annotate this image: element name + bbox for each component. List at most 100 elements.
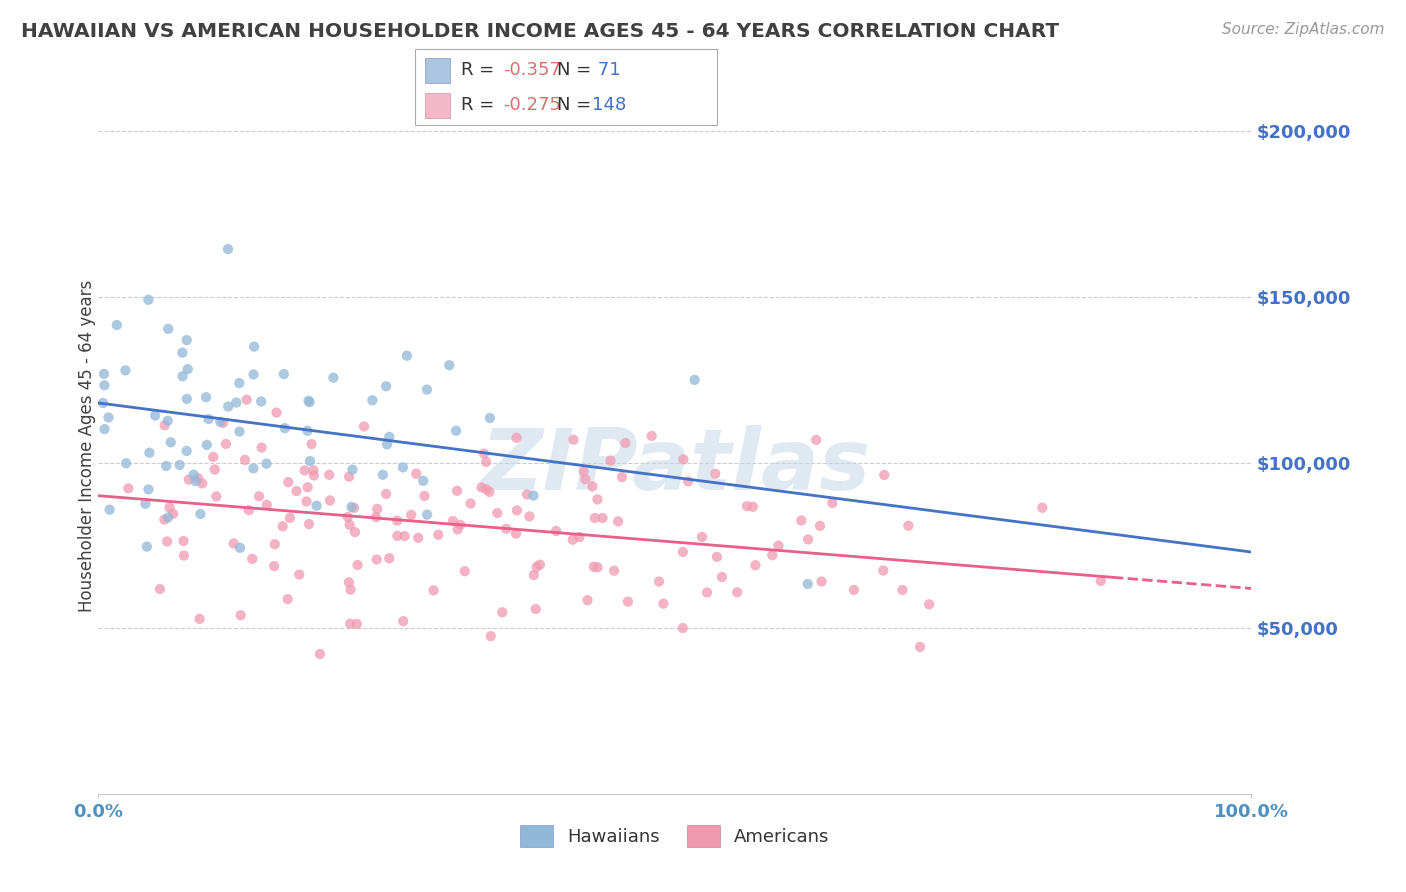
Point bbox=[706, 549, 728, 564]
Text: N =: N = bbox=[557, 62, 596, 79]
Point bbox=[177, 473, 200, 487]
Point bbox=[524, 602, 547, 616]
Point bbox=[238, 503, 260, 517]
Point bbox=[271, 519, 294, 533]
Point bbox=[346, 616, 368, 631]
Point bbox=[761, 548, 783, 562]
Point bbox=[305, 499, 328, 513]
Point bbox=[582, 559, 605, 574]
Point bbox=[413, 489, 436, 503]
Point bbox=[808, 519, 831, 533]
Point bbox=[741, 500, 763, 514]
Point bbox=[505, 431, 527, 445]
Point bbox=[342, 463, 364, 477]
Point bbox=[155, 458, 177, 473]
Point bbox=[366, 552, 388, 566]
Point bbox=[447, 522, 470, 536]
Point bbox=[607, 514, 630, 528]
Point bbox=[346, 558, 368, 572]
Point bbox=[134, 497, 156, 511]
Point bbox=[478, 485, 501, 500]
Point bbox=[454, 564, 477, 578]
Point bbox=[872, 564, 894, 578]
Point bbox=[387, 514, 409, 528]
Point bbox=[295, 494, 318, 508]
Point bbox=[222, 536, 245, 550]
Point bbox=[162, 507, 184, 521]
Point bbox=[277, 475, 299, 490]
Text: ZIPatlas: ZIPatlas bbox=[479, 425, 870, 508]
Point bbox=[366, 501, 388, 516]
Point bbox=[427, 528, 450, 542]
Point bbox=[173, 534, 195, 549]
Point bbox=[105, 318, 128, 332]
Point bbox=[343, 500, 366, 515]
Point bbox=[672, 545, 695, 559]
Point bbox=[229, 608, 252, 623]
Point bbox=[217, 242, 239, 256]
Point bbox=[298, 454, 321, 468]
Point bbox=[610, 470, 633, 484]
Point bbox=[228, 425, 250, 439]
Point bbox=[157, 510, 180, 524]
Point bbox=[339, 517, 361, 532]
Point bbox=[217, 400, 239, 414]
Point bbox=[319, 493, 342, 508]
Point bbox=[263, 559, 285, 574]
Point bbox=[842, 582, 865, 597]
Point bbox=[242, 368, 264, 382]
Point bbox=[561, 533, 583, 547]
Text: N =: N = bbox=[557, 96, 596, 114]
Point bbox=[353, 419, 375, 434]
Point bbox=[395, 349, 418, 363]
Point bbox=[394, 529, 416, 543]
Point bbox=[378, 430, 401, 444]
Point bbox=[173, 549, 195, 563]
Point bbox=[188, 612, 211, 626]
Point bbox=[441, 514, 464, 528]
Point bbox=[475, 455, 498, 469]
Point bbox=[243, 340, 266, 354]
Point bbox=[288, 567, 311, 582]
Point bbox=[278, 511, 301, 525]
Point bbox=[337, 575, 360, 590]
Point bbox=[652, 597, 675, 611]
Point bbox=[375, 379, 398, 393]
Point bbox=[229, 541, 252, 555]
Point bbox=[546, 524, 568, 538]
Point bbox=[446, 483, 468, 498]
Point bbox=[672, 452, 695, 467]
Point bbox=[228, 376, 250, 390]
Point bbox=[806, 433, 828, 447]
Point bbox=[690, 530, 713, 544]
Point bbox=[568, 530, 591, 544]
Point bbox=[529, 558, 551, 572]
Point bbox=[337, 469, 360, 483]
Point bbox=[240, 552, 263, 566]
Point bbox=[176, 392, 198, 406]
Point bbox=[364, 510, 387, 524]
Point bbox=[586, 492, 609, 507]
Point bbox=[725, 585, 748, 599]
Text: 71: 71 bbox=[592, 62, 620, 79]
Point bbox=[256, 498, 278, 512]
Point bbox=[506, 503, 529, 517]
Point bbox=[172, 345, 194, 359]
Point bbox=[422, 583, 444, 598]
Point bbox=[204, 462, 226, 476]
Point bbox=[696, 585, 718, 599]
Point bbox=[156, 414, 179, 428]
Point bbox=[797, 577, 820, 591]
Point bbox=[190, 507, 212, 521]
Point bbox=[486, 506, 509, 520]
Point bbox=[157, 322, 180, 336]
Point bbox=[873, 467, 896, 482]
Point bbox=[135, 540, 157, 554]
Point bbox=[233, 453, 256, 467]
Point bbox=[242, 461, 264, 475]
Point bbox=[586, 560, 609, 574]
Point bbox=[375, 487, 398, 501]
Point bbox=[215, 437, 238, 451]
Point bbox=[583, 511, 606, 525]
Text: -0.357: -0.357 bbox=[503, 62, 561, 79]
